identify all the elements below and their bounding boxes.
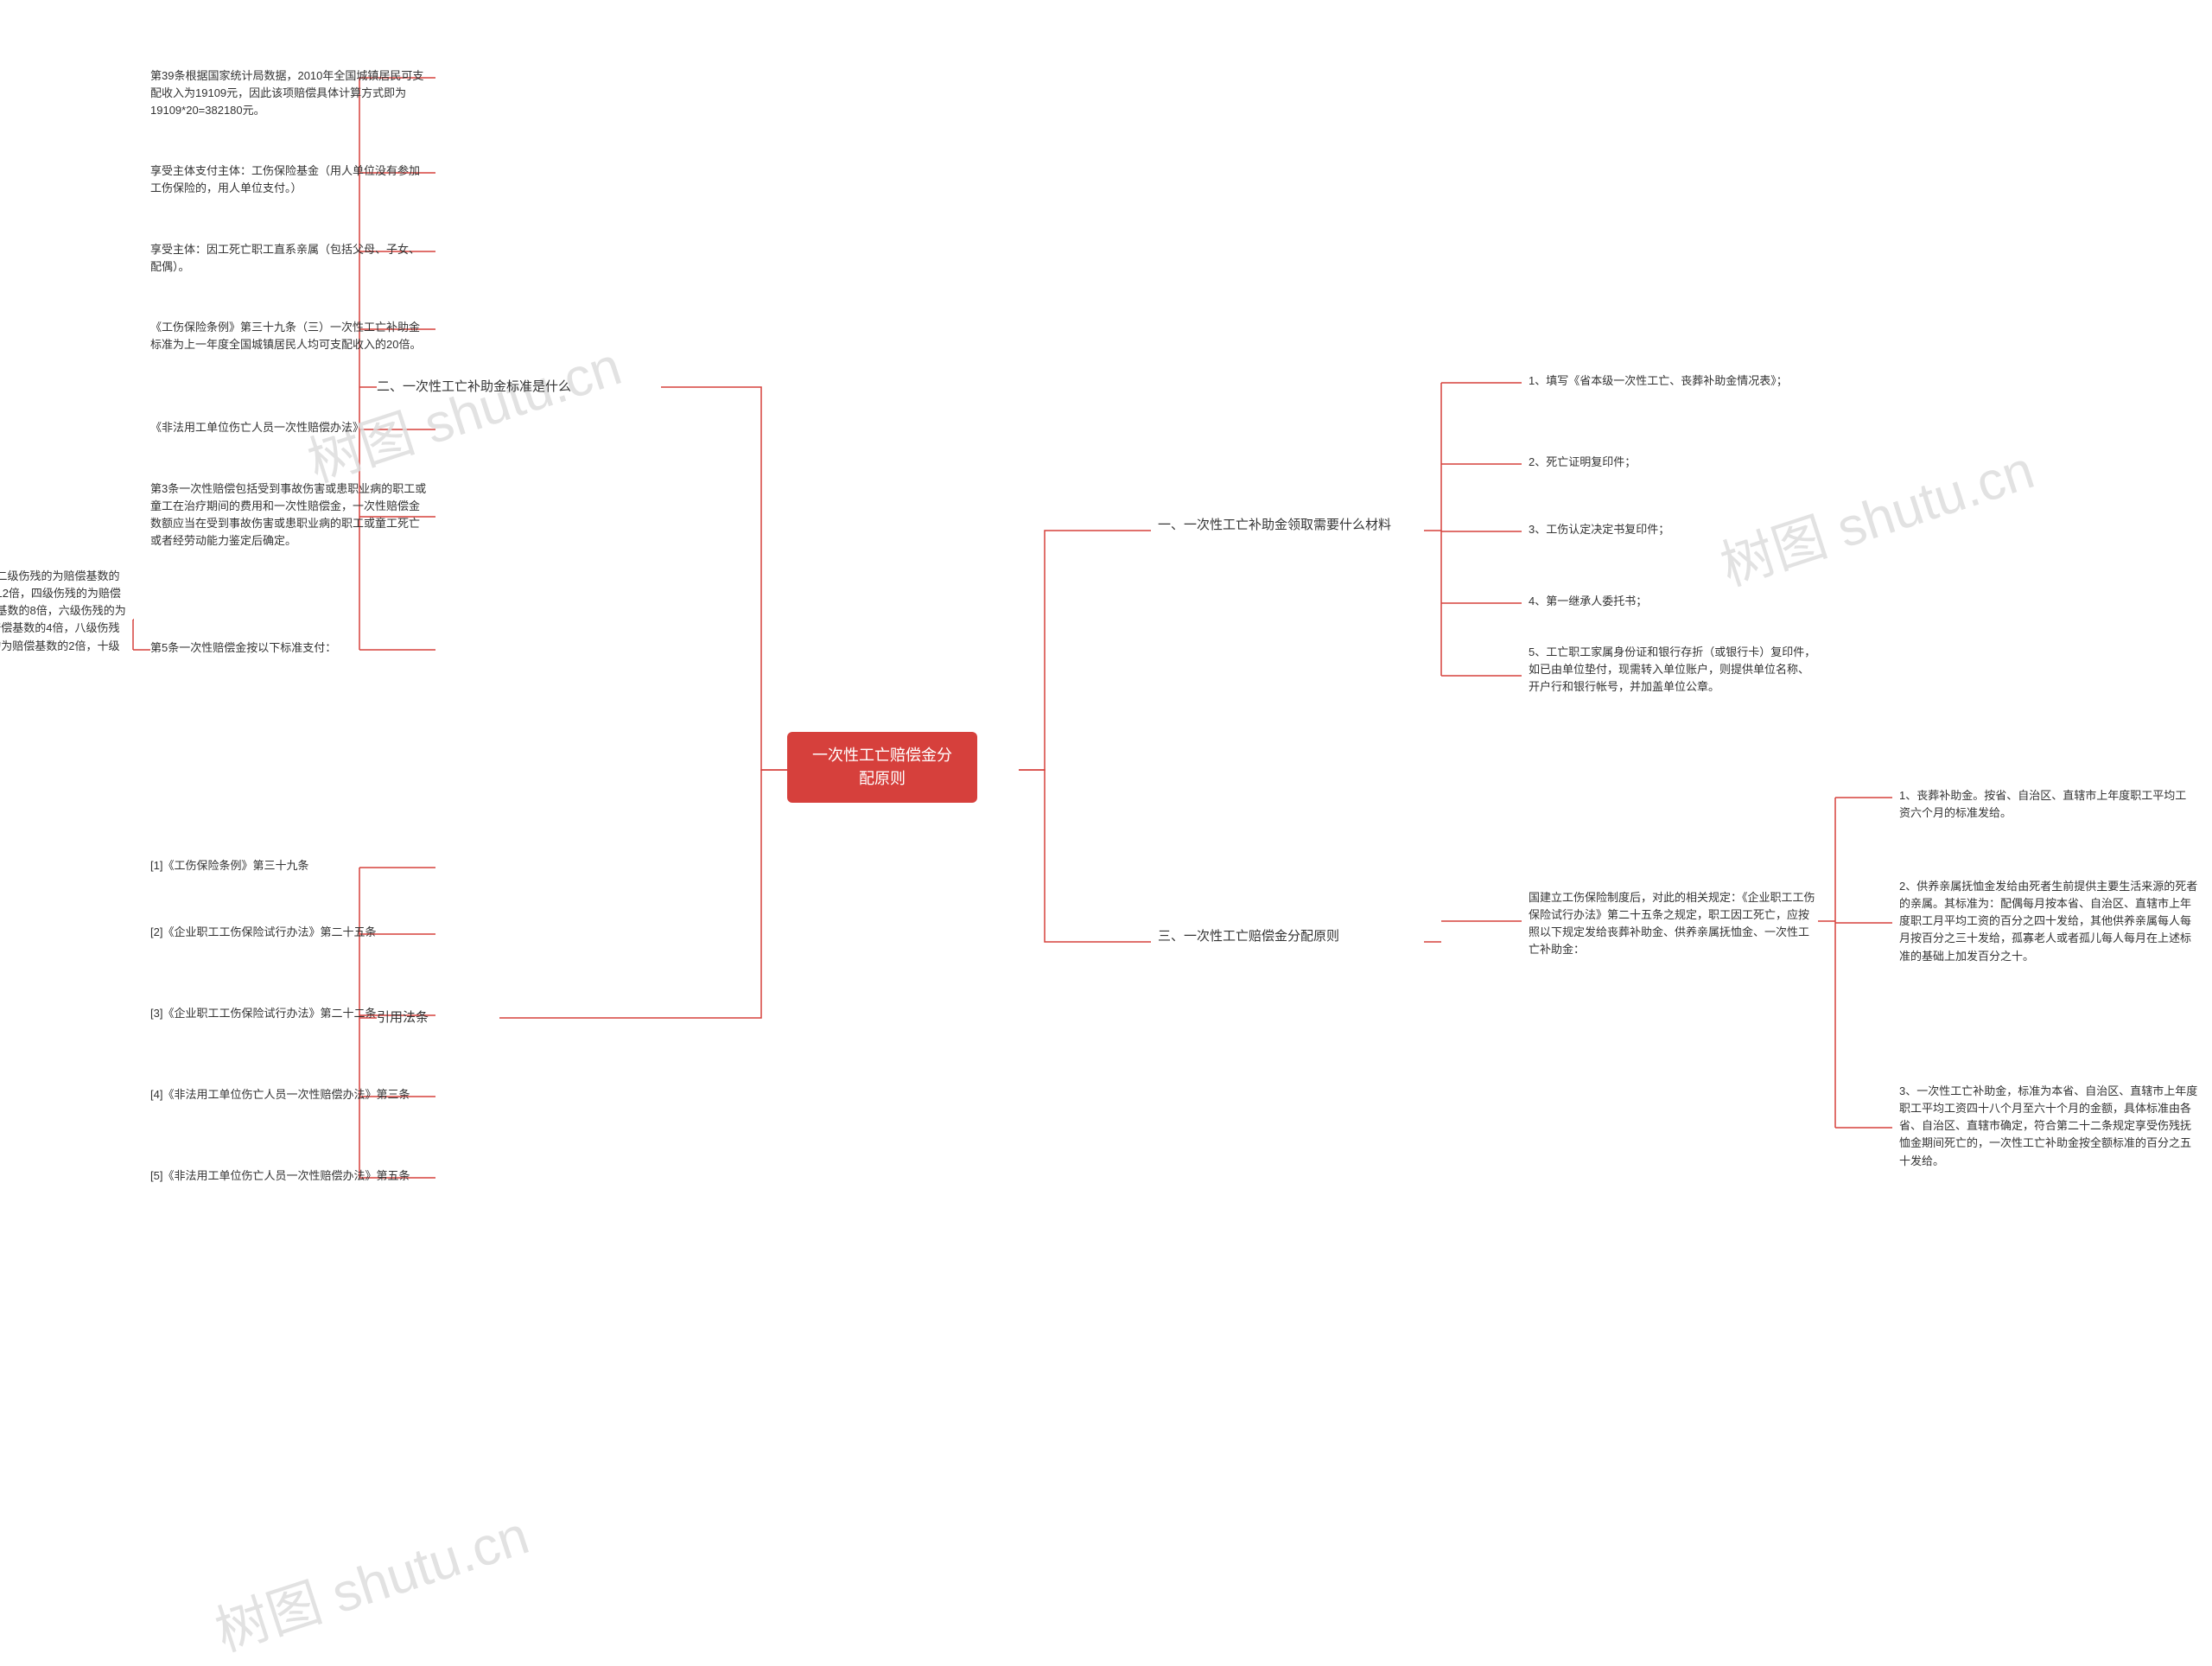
leaf-node: [5]《非法用工单位伤亡人员一次性赔偿办法》第五条 [150, 1167, 410, 1185]
leaf-node: [3]《企业职工工伤保险试行办法》第二十二条 [150, 1005, 376, 1022]
leaf-node: 1、填写《省本级一次性工亡、丧葬补助金情况表》； [1529, 372, 1788, 390]
leaf-node: 4、第一继承人委托书； [1529, 593, 1647, 610]
branch-node: 二、一次性工亡补助金标准是什么 [377, 377, 571, 397]
leaf-node: 2、死亡证明复印件； [1529, 454, 1636, 471]
branch-node: 引用法条 [377, 1008, 429, 1027]
leaf-node: [2]《企业职工工伤保险试行办法》第二十五条 [150, 924, 376, 941]
leaf-node: 国建立工伤保险制度后，对此的相关规定：《企业职工工伤保险试行办法》第二十五条之规… [1529, 889, 1818, 959]
leaf-node: 3、工伤认定决定书复印件； [1529, 521, 1669, 538]
leaf-node: [4]《非法用工单位伤亡人员一次性赔偿办法》第三条 [150, 1086, 410, 1103]
leaf-node: 第5条一次性赔偿金按以下标准支付： [150, 639, 336, 657]
leaf-node: 一级伤残的为赔偿基数的16倍，二级伤残的为赔偿基数的14倍，三级伤残的为赔偿基数… [0, 568, 127, 672]
leaf-node: 第3条一次性赔偿包括受到事故伤害或患职业病的职工或童工在治疗期间的费用和一次性赔… [150, 480, 429, 550]
leaf-node: 《非法用工单位伤亡人员一次性赔偿办法》 [150, 419, 364, 436]
watermark: 树图 shutu.cn [204, 1491, 537, 1666]
leaf-node: [1]《工伤保险条例》第三十九条 [150, 857, 308, 874]
leaf-node: 2、供养亲属抚恤金发给由死者生前提供主要生活来源的死者的亲属。其标准为：配偶每月… [1899, 878, 2200, 965]
branch-node: 一、一次性工亡补助金领取需要什么材料 [1158, 515, 1391, 535]
watermark: 树图 shutu.cn [1709, 426, 2042, 601]
leaf-node: 《工伤保险条例》第三十九条（三）一次性工亡补助金标准为上一年度全国城镇居民人均可… [150, 319, 429, 353]
center-node: 一次性工亡赔偿金分配原则 [787, 732, 977, 803]
leaf-node: 1、丧葬补助金。按省、自治区、直辖市上年度职工平均工资六个月的标准发给。 [1899, 787, 2189, 822]
leaf-node: 3、一次性工亡补助金，标准为本省、自治区、直辖市上年度职工平均工资四十八个月至六… [1899, 1083, 2200, 1170]
branch-node: 三、一次性工亡赔偿金分配原则 [1158, 926, 1339, 946]
leaf-node: 5、工亡职工家属身份证和银行存折（或银行卡）复印件，如已由单位垫付，现需转入单位… [1529, 644, 1818, 696]
leaf-node: 享受主体支付主体：工伤保险基金（用人单位没有参加工伤保险的，用人单位支付。） [150, 162, 429, 197]
leaf-node: 第39条根据国家统计局数据，2010年全国城镇居民可支配收入为19109元，因此… [150, 67, 429, 119]
leaf-node: 享受主体：因工死亡职工直系亲属（包括父母、子女、配偶）。 [150, 241, 429, 276]
